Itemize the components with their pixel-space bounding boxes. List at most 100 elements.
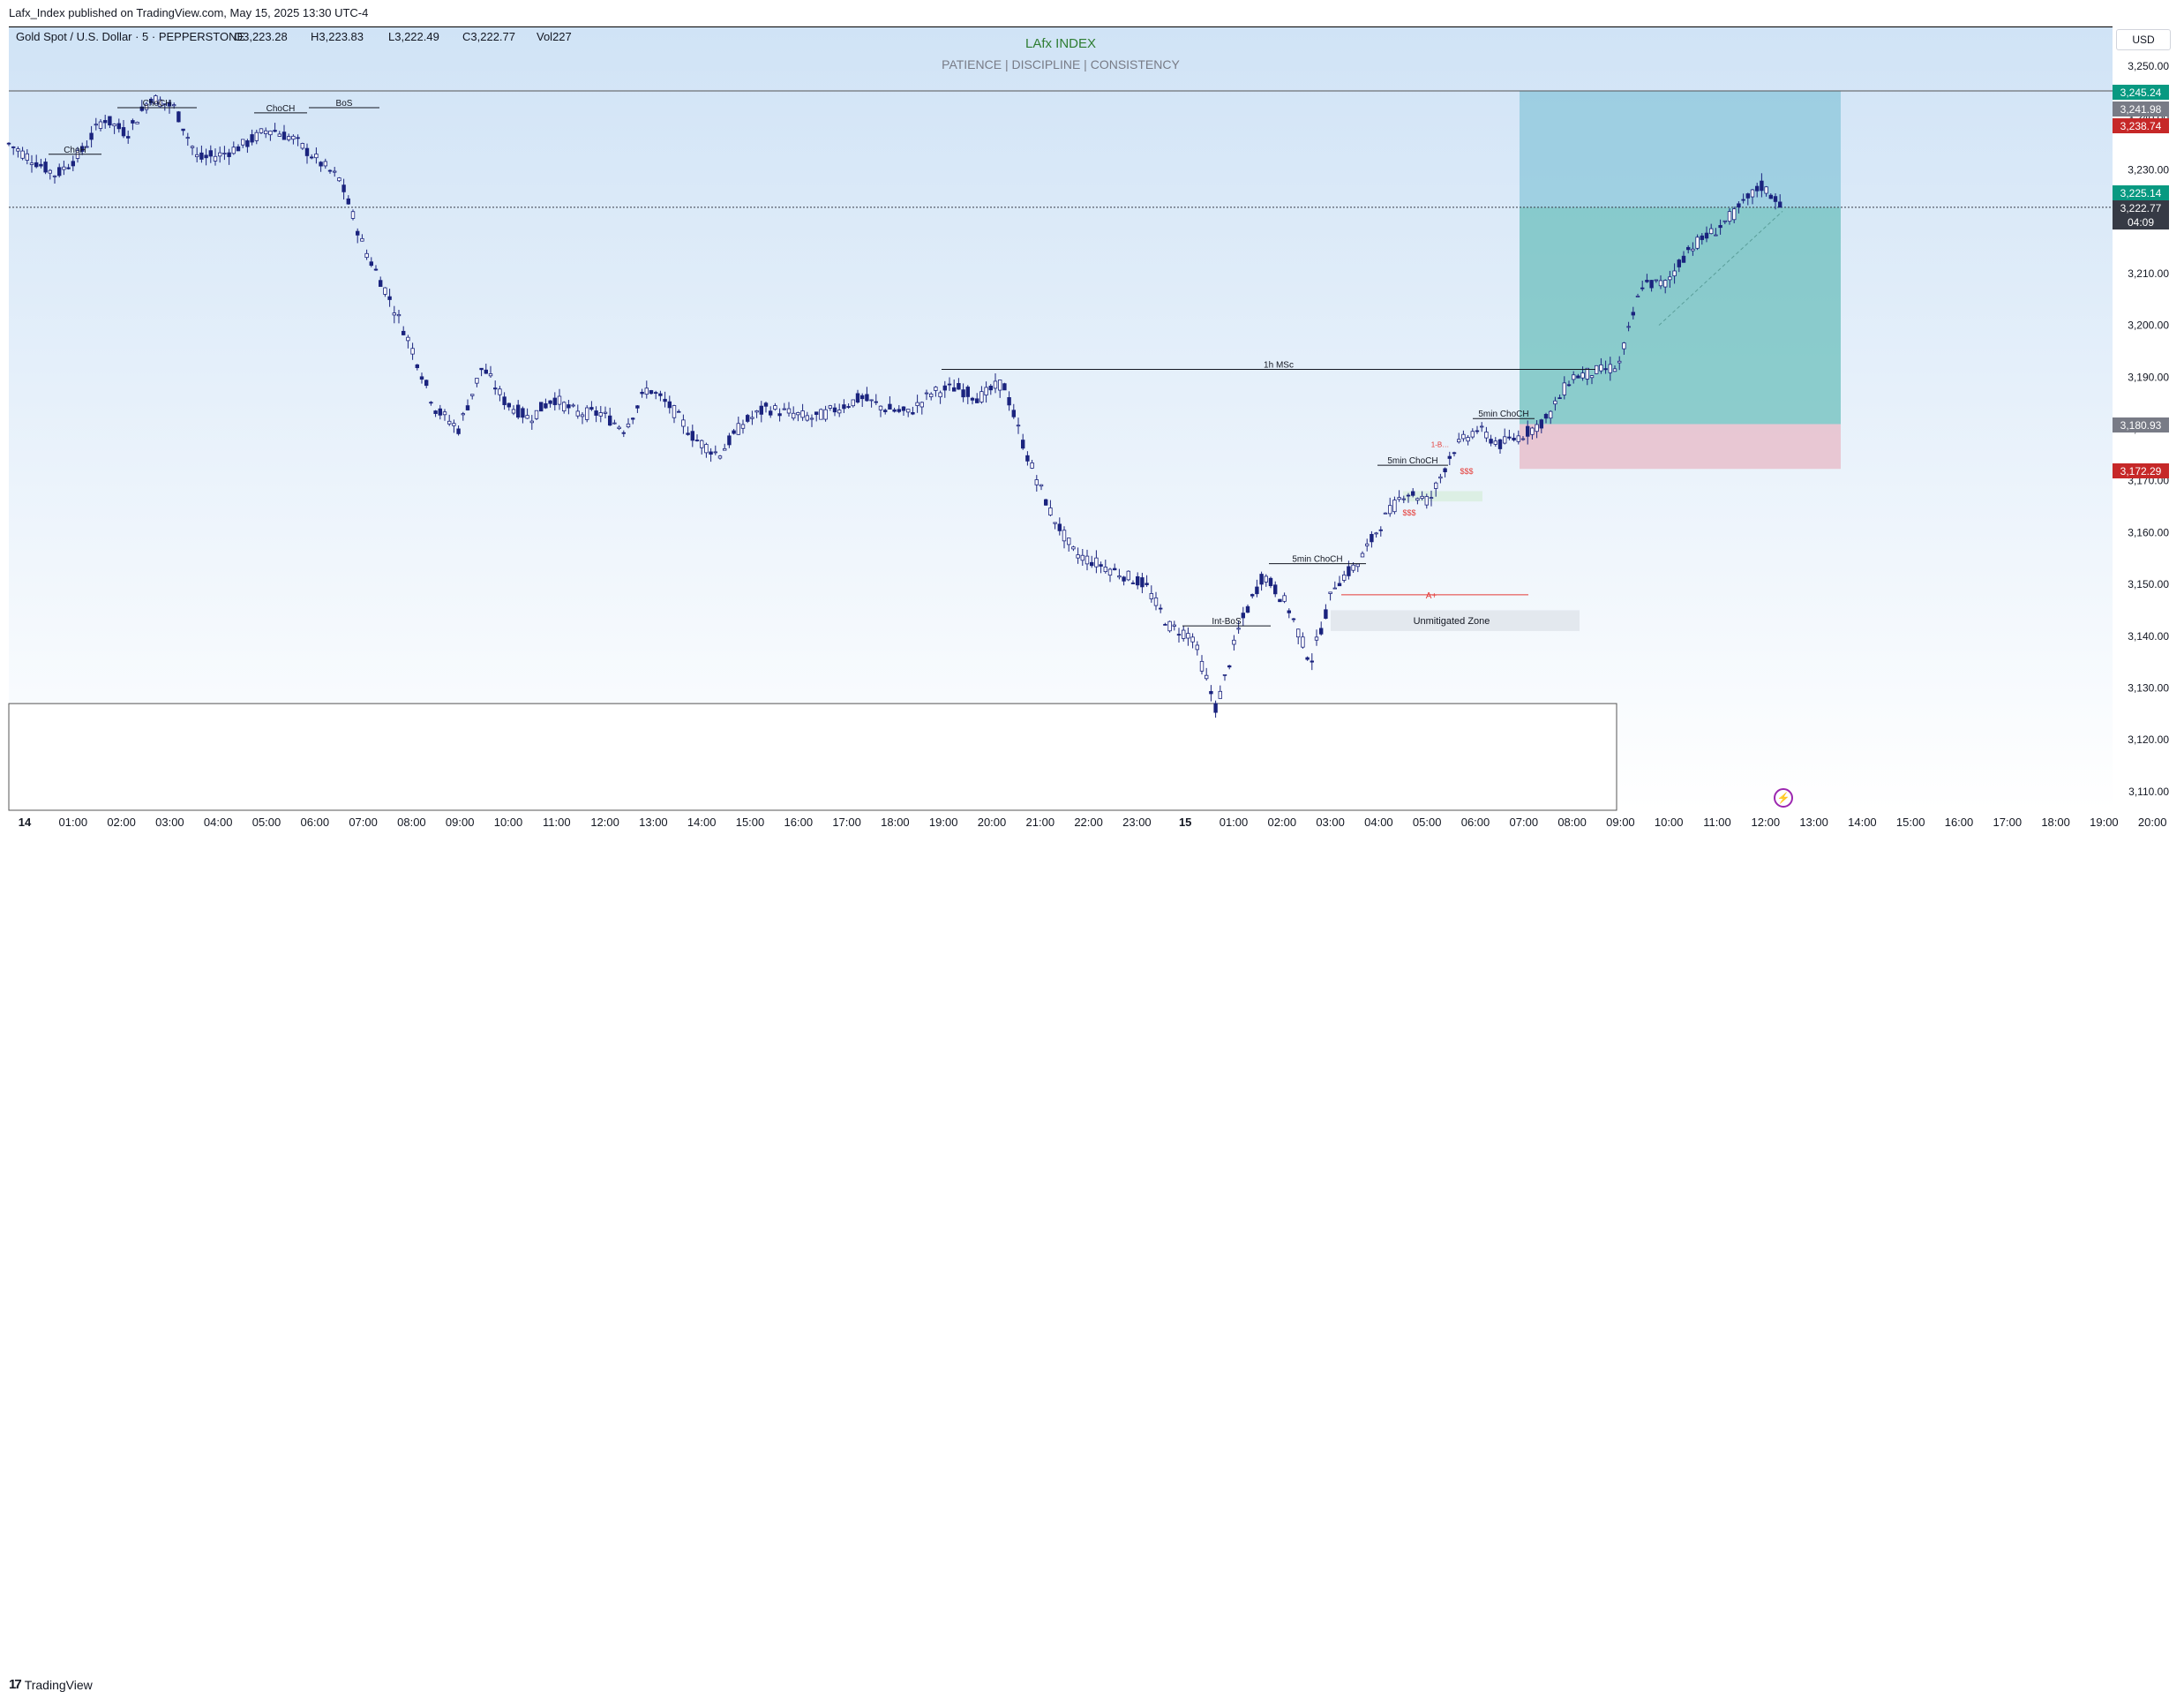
candle-body bbox=[493, 387, 498, 390]
candle-body bbox=[957, 383, 961, 390]
candle-body bbox=[539, 402, 544, 412]
time-tick-label: 01:00 bbox=[59, 816, 88, 829]
candle-body bbox=[1140, 577, 1145, 588]
price-tag bbox=[2113, 85, 2169, 100]
candle-body bbox=[919, 402, 924, 408]
currency-selector[interactable]: USD bbox=[2116, 29, 2171, 50]
unmitigated-zone-label: Unmitigated Zone bbox=[1414, 616, 1490, 627]
candle-body bbox=[1347, 566, 1351, 576]
price-tick-label: 3,250.00 bbox=[2128, 60, 2169, 72]
candle-body bbox=[709, 451, 713, 455]
price-tick-label: 3,130.00 bbox=[2128, 682, 2169, 695]
candle-body bbox=[965, 387, 970, 397]
candle-body bbox=[557, 395, 562, 405]
tradingview-logo[interactable]: 17 TradingView bbox=[9, 1677, 93, 1692]
candle-body bbox=[746, 415, 750, 422]
price-tag bbox=[2113, 185, 2169, 200]
candle-body bbox=[1397, 497, 1401, 500]
price-chart[interactable]: Gold Spot / U.S. Dollar · 5 · PEPPERSTON… bbox=[0, 0, 2184, 865]
flash-icon[interactable]: ⚡ bbox=[1774, 788, 1793, 808]
candle-body bbox=[369, 261, 373, 267]
symbol-title: Gold Spot / U.S. Dollar · 5 · PEPPERSTON… bbox=[16, 30, 244, 43]
candle-body bbox=[1122, 576, 1126, 582]
candle-body bbox=[603, 411, 608, 414]
candle-body bbox=[1057, 523, 1062, 531]
candle-body bbox=[1222, 673, 1227, 676]
candle-body bbox=[1470, 431, 1475, 438]
candle-body bbox=[589, 407, 594, 410]
bottom-range-box bbox=[8, 703, 1617, 811]
candle-body bbox=[419, 376, 424, 380]
candle-body bbox=[975, 398, 979, 403]
candle-body bbox=[1099, 564, 1103, 567]
top-bar: Lafx_Index published on TradingView.com,… bbox=[0, 0, 2184, 26]
candle-body bbox=[562, 402, 567, 411]
unmitigated-zone-box bbox=[1331, 610, 1580, 631]
candle-body bbox=[1296, 628, 1301, 638]
candle-body bbox=[814, 411, 819, 415]
candle-body bbox=[1094, 557, 1099, 568]
candle-body bbox=[1737, 203, 1741, 208]
watermark-title: LAfx INDEX bbox=[1025, 36, 1096, 51]
candle-body bbox=[1663, 280, 1668, 288]
candle-body bbox=[855, 393, 860, 403]
candle-body bbox=[259, 128, 264, 133]
candle-body bbox=[1700, 235, 1704, 240]
candle-body bbox=[1516, 435, 1520, 442]
candle-body bbox=[116, 123, 121, 130]
candle-body bbox=[1241, 613, 1245, 619]
candle-body bbox=[383, 287, 387, 295]
candle-body bbox=[337, 177, 341, 182]
candle-body bbox=[1654, 279, 1658, 282]
candle-body bbox=[442, 411, 447, 416]
time-tick-label: 16:00 bbox=[784, 816, 814, 829]
candle-body bbox=[1686, 246, 1691, 251]
structure-label: ChoCH bbox=[266, 104, 296, 114]
candle-body bbox=[465, 405, 470, 410]
candle-body bbox=[1301, 636, 1305, 648]
price-tick-label: 3,160.00 bbox=[2128, 526, 2169, 538]
candle-body bbox=[452, 423, 456, 426]
time-tick-label: 12:00 bbox=[590, 816, 619, 829]
candle-body bbox=[1503, 436, 1507, 444]
candle-body bbox=[204, 154, 208, 159]
candle-body bbox=[888, 403, 892, 410]
candle-body bbox=[782, 408, 786, 410]
bottom-bar: 17 TradingView bbox=[0, 833, 2184, 1692]
price-tick-label: 3,210.00 bbox=[2128, 267, 2169, 280]
candle-body bbox=[1497, 439, 1503, 449]
candle-body bbox=[1691, 248, 1695, 252]
candle-body bbox=[360, 237, 364, 242]
candle-body bbox=[1007, 397, 1011, 406]
candle-body bbox=[240, 139, 245, 146]
candle-body bbox=[1374, 532, 1378, 535]
candle-body bbox=[1021, 440, 1025, 449]
candle-body bbox=[34, 162, 39, 168]
candle-body bbox=[94, 124, 98, 126]
candle-body bbox=[750, 417, 754, 419]
candle-body bbox=[773, 405, 777, 410]
candle-body bbox=[475, 378, 479, 384]
structure-label-small: 1-B… bbox=[1431, 441, 1449, 449]
candle-body bbox=[736, 423, 740, 435]
candle-body bbox=[1186, 633, 1190, 639]
candle-body bbox=[89, 132, 94, 140]
price-tag-label: 3,238.74 bbox=[2120, 120, 2162, 132]
candle-body bbox=[16, 148, 20, 152]
time-tick-label: 04:00 bbox=[1364, 816, 1393, 829]
candle-body bbox=[396, 313, 402, 317]
candle-body bbox=[355, 230, 360, 236]
structure-label: ChoH bbox=[64, 146, 86, 155]
candle-body bbox=[48, 169, 52, 174]
candle-body bbox=[769, 410, 773, 416]
candle-body bbox=[254, 132, 259, 141]
candle-body bbox=[654, 392, 658, 394]
candle-body bbox=[199, 152, 204, 160]
candle-body bbox=[1599, 365, 1603, 372]
candle-body bbox=[1535, 424, 1539, 432]
time-tick-label: 15:00 bbox=[736, 816, 765, 829]
price-tick-label: 3,200.00 bbox=[2128, 320, 2169, 332]
candle-body bbox=[740, 424, 746, 429]
countdown-tag bbox=[2113, 214, 2169, 229]
candle-body bbox=[1314, 636, 1319, 641]
